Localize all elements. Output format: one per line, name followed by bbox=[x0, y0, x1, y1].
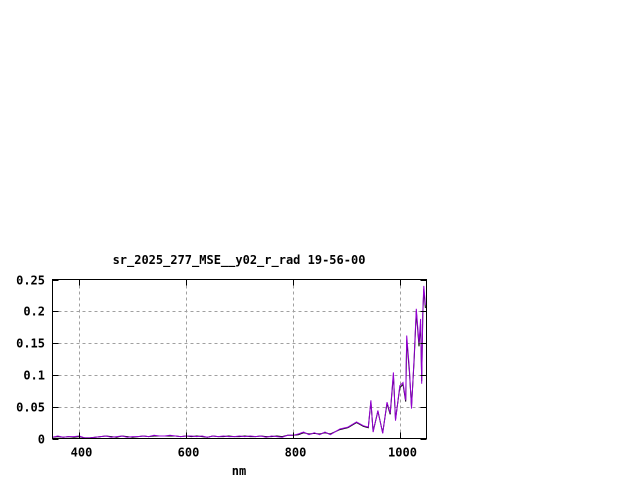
grid bbox=[52, 279, 427, 439]
chart-title: sr_2025_277_MSE__y02_r_rad 19-56-00 bbox=[113, 253, 366, 268]
x-tick-label: 400 bbox=[71, 446, 93, 460]
ticks: 400 600 800 1000 0 0.05 0.1 0.15 0.2 0.25 bbox=[16, 274, 427, 460]
y-tick-label: 0.1 bbox=[23, 369, 45, 383]
x-tick-label: 600 bbox=[178, 446, 200, 460]
y-tick-label: 0.15 bbox=[16, 337, 45, 351]
y-tick-label: 0.2 bbox=[23, 305, 45, 319]
series-lines bbox=[52, 285, 426, 439]
plot-border bbox=[52, 279, 427, 439]
series-line-1 bbox=[52, 285, 426, 439]
x-tick-label: 1000 bbox=[388, 446, 417, 460]
x-axis-label: nm bbox=[232, 464, 246, 478]
y-tick-label: 0.25 bbox=[16, 274, 45, 288]
y-tick-label: 0 bbox=[38, 433, 45, 447]
x-tick-label: 800 bbox=[285, 446, 307, 460]
y-tick-label: 0.05 bbox=[16, 401, 45, 415]
